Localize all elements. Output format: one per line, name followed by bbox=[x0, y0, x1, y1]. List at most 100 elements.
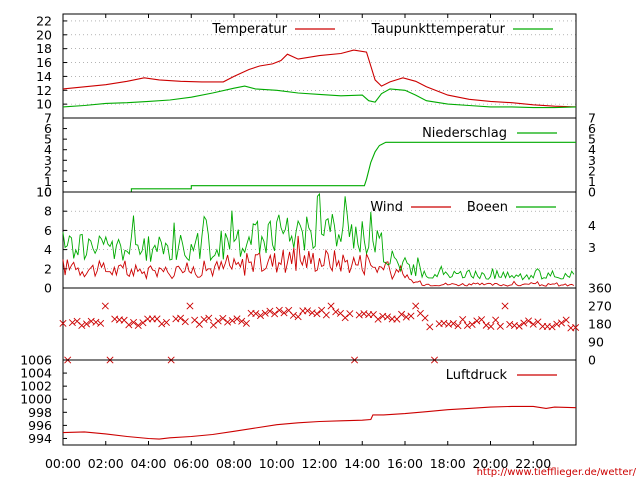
series-line-luftdruck bbox=[62, 405, 577, 440]
legend-label: Wind bbox=[370, 200, 403, 215]
marker-x bbox=[449, 320, 457, 328]
marker-x bbox=[271, 310, 279, 318]
marker-x bbox=[139, 319, 147, 327]
y-tick-label: 4 bbox=[44, 142, 52, 157]
marker-x bbox=[421, 314, 429, 322]
marker-x bbox=[463, 321, 471, 330]
marker-x bbox=[473, 317, 481, 325]
y-tick-label-right: 360 bbox=[588, 281, 612, 296]
y-tick-label: 996 bbox=[28, 418, 52, 433]
marker-x bbox=[557, 319, 565, 327]
marker-x bbox=[205, 314, 213, 322]
marker-x bbox=[562, 316, 570, 324]
marker-x bbox=[506, 320, 514, 328]
marker-x bbox=[426, 323, 434, 331]
y-tick-label: 18 bbox=[36, 41, 52, 56]
y-tick-label-right: 2 bbox=[588, 163, 596, 178]
marker-x bbox=[252, 310, 260, 318]
marker-x bbox=[266, 307, 274, 315]
y-tick-label: 5 bbox=[44, 132, 52, 147]
legend-label: Taupunkttemperatur bbox=[371, 22, 506, 37]
y-tick-label-right: 0 bbox=[588, 353, 596, 368]
marker-x bbox=[242, 319, 250, 327]
y-tick-label-right: 4 bbox=[588, 142, 596, 157]
y-tick-label: 3 bbox=[44, 153, 52, 168]
y-tick-label-right: 3 bbox=[588, 153, 596, 168]
marker-x bbox=[572, 323, 580, 332]
marker-x bbox=[280, 309, 288, 317]
y-tick-label: 4 bbox=[44, 242, 52, 257]
x-tick-label: 14:00 bbox=[344, 456, 380, 471]
legend-label: Niederschlag bbox=[422, 126, 507, 141]
legend-label: Boeen bbox=[467, 200, 508, 215]
marker-x bbox=[238, 317, 246, 325]
marker-x bbox=[332, 308, 340, 316]
y-tick-label-right: 0 bbox=[588, 185, 596, 200]
marker-x bbox=[407, 312, 415, 320]
y-tick-label: 2 bbox=[44, 261, 52, 276]
marker-x bbox=[374, 315, 382, 323]
marker-x bbox=[219, 314, 227, 322]
x-tick-label: 16:00 bbox=[387, 456, 423, 471]
y-tick-label: 6 bbox=[44, 223, 52, 238]
x-tick-label: 04:00 bbox=[130, 456, 166, 471]
wind-direction-markers bbox=[59, 302, 580, 364]
y-tick-label: 1000 bbox=[20, 392, 52, 407]
marker-x bbox=[383, 313, 391, 321]
y-tick-label: 0 bbox=[44, 281, 52, 296]
marker-x bbox=[275, 306, 283, 314]
marker-x bbox=[181, 318, 189, 326]
marker-x bbox=[59, 319, 67, 327]
marker-x bbox=[177, 314, 185, 322]
marker-x bbox=[478, 316, 486, 324]
y-tick-label: 16 bbox=[36, 55, 52, 70]
marker-x bbox=[482, 321, 490, 329]
y-tick-label: 1 bbox=[44, 174, 52, 189]
y-tick-label: 10 bbox=[36, 185, 52, 200]
marker-x bbox=[346, 310, 354, 318]
x-tick-label: 22:00 bbox=[515, 456, 551, 471]
marker-x bbox=[454, 322, 462, 330]
x-tick-label: 02:00 bbox=[88, 456, 124, 471]
series-line-wind bbox=[62, 235, 575, 287]
series-line-taupunkttemperatur bbox=[62, 85, 577, 109]
y-tick-label-right: 4 bbox=[588, 218, 596, 233]
x-tick-label: 12:00 bbox=[301, 456, 337, 471]
x-tick-label: 10:00 bbox=[259, 456, 295, 471]
marker-x bbox=[130, 318, 138, 326]
legend-label: Temperatur bbox=[211, 22, 287, 37]
y-tick-label: 998 bbox=[28, 405, 52, 420]
marker-x bbox=[125, 321, 133, 329]
marker-x bbox=[487, 322, 495, 331]
marker-x bbox=[162, 318, 170, 326]
marker-x bbox=[322, 311, 330, 319]
marker-x bbox=[200, 315, 208, 323]
marker-x bbox=[492, 316, 500, 324]
marker-x bbox=[224, 318, 232, 326]
y-tick-label: 2 bbox=[44, 163, 52, 178]
marker-x bbox=[186, 302, 194, 310]
marker-x bbox=[548, 323, 556, 331]
marker-x bbox=[101, 302, 109, 310]
y-tick-label: 1002 bbox=[20, 379, 52, 394]
series-line-niederschlag bbox=[63, 141, 576, 193]
marker-x bbox=[520, 319, 528, 327]
marker-x bbox=[68, 319, 76, 327]
marker-x bbox=[313, 310, 321, 318]
marker-x bbox=[496, 322, 504, 330]
x-tick-label: 18:00 bbox=[430, 456, 466, 471]
y-tick-label-right: 1 bbox=[588, 174, 596, 189]
marker-x bbox=[261, 309, 269, 317]
y-tick-label: 20 bbox=[36, 27, 52, 42]
y-tick-label-right: 90 bbox=[588, 335, 604, 350]
marker-x bbox=[289, 311, 297, 319]
y-tick-label-right: 270 bbox=[588, 299, 612, 314]
marker-x bbox=[529, 320, 537, 328]
marker-x bbox=[233, 315, 241, 323]
marker-x bbox=[92, 318, 100, 326]
y-tick-label-right: 6 bbox=[588, 121, 596, 136]
y-tick-label: 6 bbox=[44, 121, 52, 136]
marker-x bbox=[294, 313, 302, 321]
marker-x bbox=[82, 320, 91, 328]
